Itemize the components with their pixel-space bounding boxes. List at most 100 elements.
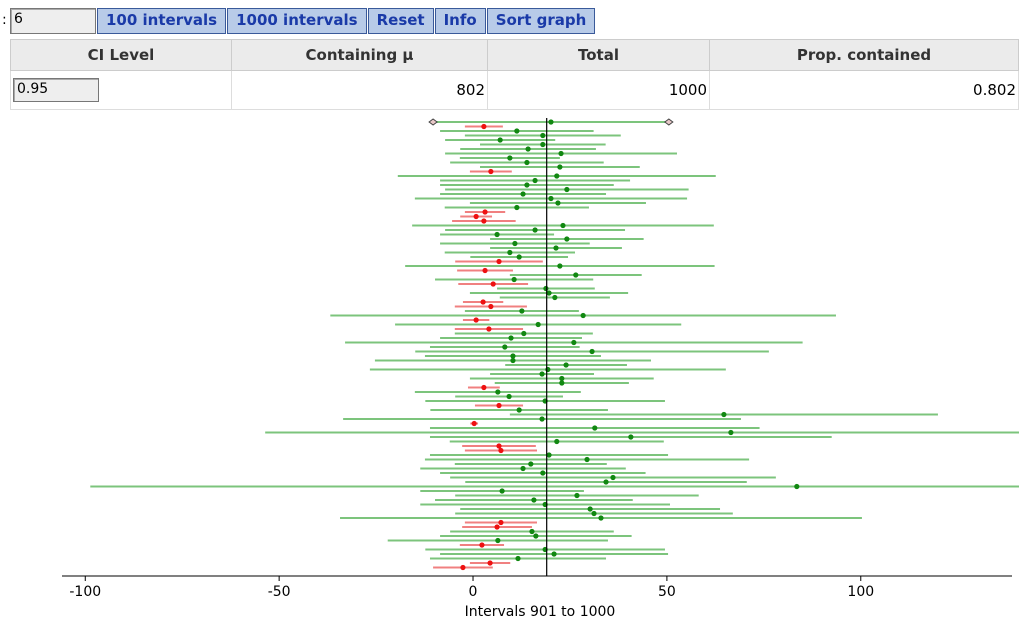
sample-mean	[512, 240, 518, 247]
sample-mean	[479, 542, 485, 548]
sample-mean	[498, 519, 504, 526]
sample-mean	[573, 272, 579, 278]
sample-mean	[552, 294, 558, 301]
sample-mean	[545, 366, 551, 373]
sample-mean	[571, 339, 577, 346]
sample-mean	[498, 447, 504, 454]
cell: 0.802	[709, 70, 1019, 110]
sample-mean	[507, 249, 513, 256]
sample-mean	[514, 204, 520, 211]
sample-mean	[494, 524, 500, 530]
sample-mean	[559, 380, 565, 386]
sample-mean	[480, 299, 486, 305]
sample-mean	[497, 137, 503, 143]
sample-mean	[564, 236, 570, 242]
sample-mean	[481, 218, 487, 224]
sample-mean	[495, 389, 501, 395]
sample-mean	[584, 456, 590, 463]
sample-mean	[592, 425, 598, 431]
button[interactable]: 1000 intervals	[227, 8, 367, 34]
sample-mean	[490, 281, 496, 287]
sample-size-input[interactable]: 6	[10, 8, 96, 34]
sample-mean	[515, 555, 521, 562]
sample-mean	[473, 213, 479, 220]
x-axis-label: Intervals 901 to 1000	[465, 604, 616, 620]
sample-mean	[591, 510, 597, 517]
sample-mean	[610, 474, 616, 481]
interval-end-marker	[428, 118, 438, 126]
sample-mean	[558, 150, 564, 157]
sample-mean	[559, 375, 565, 382]
sample-mean	[533, 533, 539, 539]
sample-mean	[540, 141, 546, 148]
sample-mean	[551, 551, 557, 557]
sample-mean	[535, 321, 541, 328]
button[interactable]: Sort graph	[486, 8, 596, 34]
sample-mean	[540, 470, 546, 476]
sample-mean	[580, 312, 586, 319]
sample-mean	[508, 335, 514, 341]
sample-mean	[560, 222, 566, 229]
toolbar: 100 intervals 1000 intervals Reset Info Sort…	[97, 8, 596, 34]
sample-mean	[554, 438, 560, 445]
sample-mean	[507, 155, 513, 161]
sample-mean	[539, 371, 545, 377]
sample-mean	[502, 344, 508, 350]
sample-mean	[499, 488, 505, 494]
x-tick-label: 100	[847, 584, 874, 600]
sample-mean	[553, 245, 559, 251]
sample-mean	[524, 159, 530, 166]
separator: :	[2, 12, 7, 28]
sample-mean	[482, 267, 488, 274]
sample-mean	[524, 182, 530, 188]
sample-mean	[528, 461, 534, 467]
sample-mean	[554, 173, 560, 179]
sample-mean	[794, 483, 800, 490]
sample-mean	[516, 254, 522, 260]
cell: 802	[231, 70, 488, 110]
cell: 1000	[487, 70, 710, 110]
sample-mean	[532, 227, 538, 233]
button[interactable]: Reset	[367, 8, 434, 34]
interval-end-marker	[664, 118, 674, 126]
sample-mean	[546, 290, 552, 296]
sample-mean	[539, 416, 545, 422]
sample-mean	[511, 276, 517, 283]
sample-mean	[473, 317, 479, 323]
sample-mean	[460, 564, 466, 571]
sample-mean	[496, 402, 502, 409]
header-cell: Total	[487, 39, 710, 71]
header-cell: Containing μ	[231, 39, 488, 71]
sample-mean	[496, 443, 502, 449]
sample-mean	[506, 393, 512, 400]
sample-mean	[510, 353, 516, 359]
sample-mean	[546, 452, 552, 458]
sample-mean	[557, 263, 563, 269]
sample-mean	[495, 537, 501, 544]
sample-mean	[532, 177, 538, 184]
ci-level-input[interactable]: 0.95	[13, 78, 99, 102]
sample-mean	[514, 128, 520, 134]
sample-mean	[543, 285, 549, 292]
sample-mean	[721, 411, 727, 418]
sample-mean	[481, 384, 487, 391]
plot-area	[90, 118, 1019, 576]
sample-mean	[519, 308, 525, 314]
sample-mean	[531, 497, 537, 503]
summary-table: CI Level Containing μ Total Prop. contained…	[10, 39, 1019, 110]
sample-mean	[520, 191, 526, 197]
sample-mean	[471, 420, 477, 427]
sample-mean	[628, 434, 634, 440]
sample-mean	[548, 119, 554, 125]
button[interactable]: 100 intervals	[97, 8, 227, 34]
sample-mean	[488, 303, 494, 310]
sample-mean	[510, 357, 516, 364]
sample-mean	[516, 407, 522, 413]
sample-mean	[548, 195, 554, 202]
sample-mean	[557, 164, 563, 170]
button[interactable]: Info	[434, 8, 486, 34]
sample-mean	[564, 186, 570, 193]
x-tick-label: 50	[658, 584, 676, 600]
